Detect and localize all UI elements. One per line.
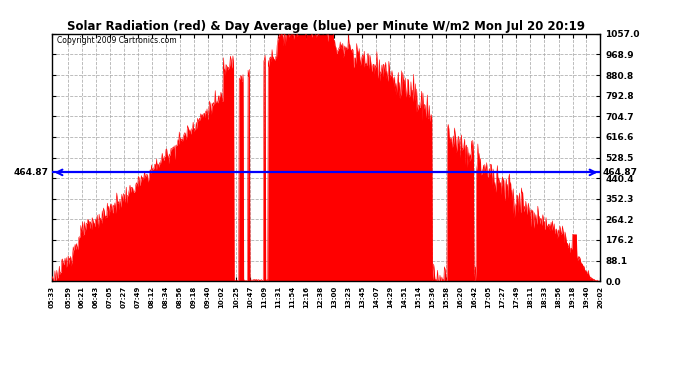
Title: Solar Radiation (red) & Day Average (blue) per Minute W/m2 Mon Jul 20 20:19: Solar Radiation (red) & Day Average (blu… xyxy=(67,20,585,33)
Text: 464.87: 464.87 xyxy=(603,168,638,177)
Text: 464.87: 464.87 xyxy=(14,168,49,177)
Text: Copyright 2009 Cartronics.com: Copyright 2009 Cartronics.com xyxy=(57,36,177,45)
